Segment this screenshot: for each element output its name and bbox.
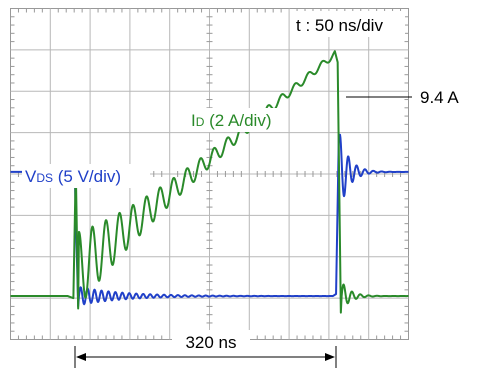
- legend-id: ID (2 A/div): [191, 111, 272, 130]
- legend-id-scale: (2 A/div): [204, 111, 271, 130]
- vds-label-bg: [22, 164, 150, 188]
- timebase-label: t : 50 ns/div: [296, 16, 383, 35]
- timebase-label-bg: [291, 11, 405, 37]
- legend-vds-sub: DS: [36, 171, 53, 185]
- legend-vds-main: V: [25, 167, 37, 186]
- duration-label: 320 ns: [185, 333, 236, 352]
- duration-arrowhead-left: [76, 353, 86, 361]
- legend-id-sub: D: [196, 115, 205, 129]
- duration-arrowhead-right: [325, 353, 335, 361]
- series-id-trace: [10, 50, 410, 314]
- legend-vds: VDS (5 V/div): [25, 167, 121, 186]
- legend-id-main: I: [191, 111, 196, 130]
- duration-label-bg: [172, 330, 250, 352]
- peak-label: 9.4 A: [420, 88, 459, 107]
- series-vds-trace: [10, 133, 410, 308]
- id-label-bg: [187, 108, 281, 132]
- legend-vds-scale: (5 V/div): [53, 167, 121, 186]
